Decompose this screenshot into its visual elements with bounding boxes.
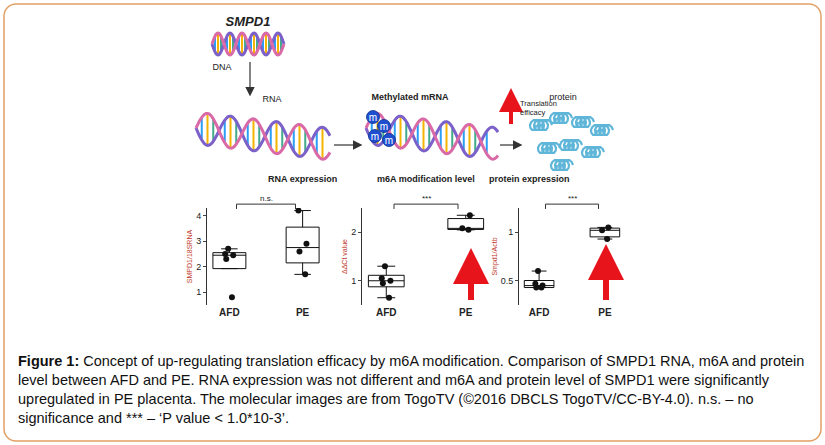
svg-text:PE: PE [296, 307, 310, 318]
svg-text:PE: PE [598, 307, 612, 318]
svg-text:1: 1 [351, 276, 356, 286]
svg-text:SMPD1: SMPD1 [226, 14, 271, 29]
svg-text:m: m [369, 112, 377, 123]
svg-text:2: 2 [196, 262, 201, 272]
svg-text:ΔΔCt value: ΔΔCt value [341, 239, 348, 274]
svg-text:AFD: AFD [219, 307, 240, 318]
svg-text:m6A modification level: m6A modification level [377, 174, 475, 184]
svg-text:Translation: Translation [520, 99, 557, 108]
svg-text:0.5: 0.5 [501, 276, 514, 286]
svg-text:RNA expression: RNA expression [268, 174, 337, 184]
svg-text:DNA: DNA [212, 62, 231, 72]
svg-text:Smpd1/Actb: Smpd1/Actb [491, 237, 499, 275]
svg-text:3: 3 [196, 236, 201, 246]
svg-text:PE: PE [459, 307, 473, 318]
svg-text:m: m [380, 121, 388, 132]
svg-text:n.s.: n.s. [260, 194, 273, 203]
svg-text:efficacy: efficacy [520, 108, 546, 117]
svg-text:Methylated mRNA: Methylated mRNA [371, 92, 449, 102]
svg-text:1: 1 [196, 287, 201, 297]
svg-text:m: m [385, 135, 393, 146]
svg-text:1: 1 [508, 227, 513, 237]
svg-text:***: *** [568, 194, 577, 203]
svg-text:AFD: AFD [376, 307, 397, 318]
svg-text:4: 4 [196, 211, 201, 221]
svg-text:m: m [371, 131, 379, 142]
svg-text:protein expression: protein expression [489, 174, 570, 184]
svg-text:RNA: RNA [262, 94, 281, 104]
svg-text:***: *** [422, 194, 431, 203]
svg-text:protein: protein [549, 92, 577, 102]
svg-text:SMPD1/18SRNA: SMPD1/18SRNA [186, 230, 193, 284]
svg-text:AFD: AFD [529, 307, 550, 318]
svg-text:2: 2 [351, 227, 356, 237]
html-text:Figure 1: Concept of up-regula: Figure 1: Concept of up-regulating trans… [18, 353, 805, 426]
